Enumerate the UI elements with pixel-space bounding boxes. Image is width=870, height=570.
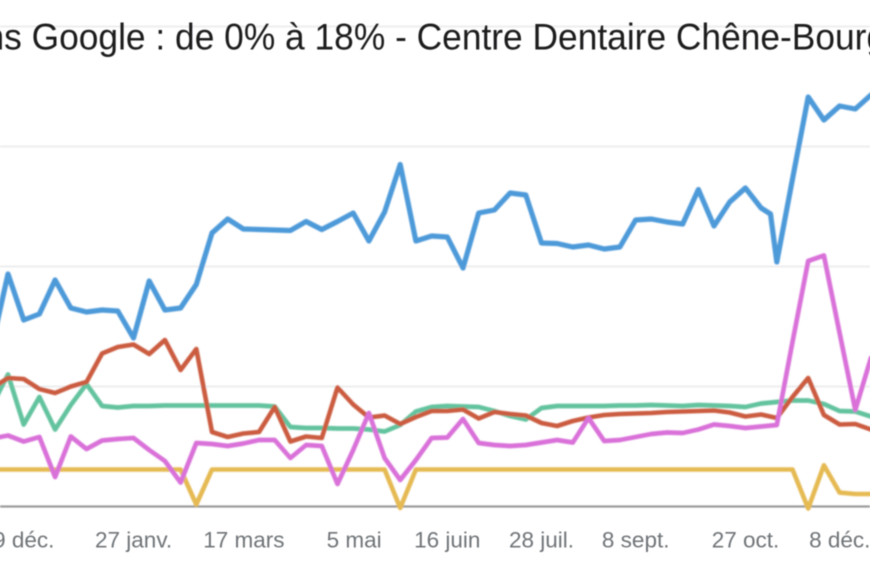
svg-text:27 oct.: 27 oct. (712, 528, 780, 553)
svg-text:5 mai: 5 mai (327, 528, 382, 553)
svg-text:28 juil.: 28 juil. (509, 528, 574, 553)
svg-text:8 sept.: 8 sept. (602, 528, 670, 553)
svg-text:9 déc.: 9 déc. (0, 528, 54, 553)
svg-text:27 janv.: 27 janv. (95, 528, 172, 553)
svg-text:17 mars: 17 mars (203, 528, 284, 553)
svg-text:16 juin: 16 juin (414, 528, 480, 553)
svg-text:Visibilité dans Google : de 0%: Visibilité dans Google : de 0% à 18% - C… (0, 16, 870, 57)
svg-text:8 déc.: 8 déc. (809, 528, 870, 553)
